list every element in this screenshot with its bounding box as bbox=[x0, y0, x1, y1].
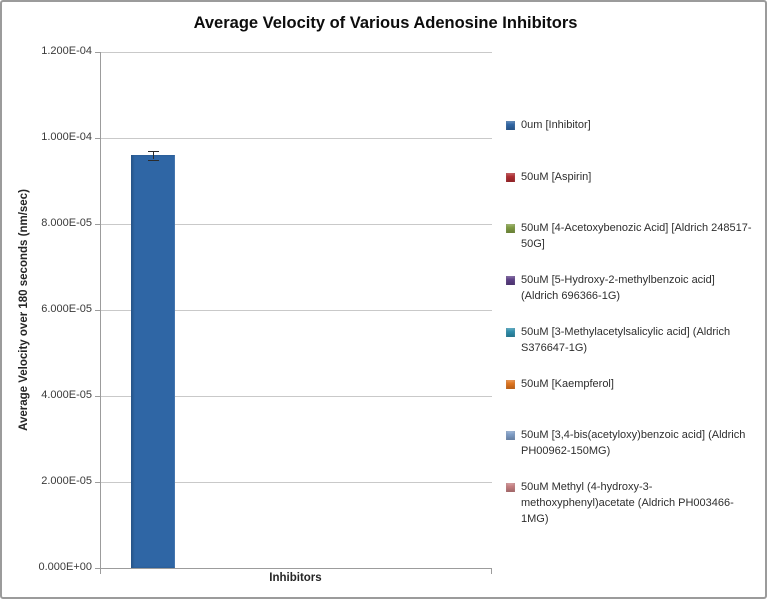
y-tick-label: 2.000E-05 bbox=[41, 475, 92, 487]
gridline bbox=[101, 568, 492, 569]
gridline bbox=[101, 224, 492, 225]
x-axis-tick bbox=[100, 568, 101, 574]
y-tick-label: 1.200E-04 bbox=[41, 45, 92, 57]
gridline bbox=[101, 52, 492, 53]
y-tick-label: 6.000E-05 bbox=[41, 303, 92, 315]
y-tick-label: 4.000E-05 bbox=[41, 389, 92, 401]
gridline bbox=[101, 310, 492, 311]
legend-label: 50uM [5-Hydroxy-2-methylbenzoic acid] (A… bbox=[521, 274, 715, 302]
legend-swatch-icon bbox=[506, 380, 515, 389]
x-axis-tick bbox=[491, 568, 492, 574]
legend-label: 50uM [4-Acetoxybenozic Acid] [Aldrich 24… bbox=[521, 222, 752, 250]
y-axis-tickmark bbox=[95, 396, 101, 397]
legend-item[interactable]: 50uM [5-Hydroxy-2-methylbenzoic acid] (A… bbox=[506, 273, 755, 305]
legend-swatch-icon bbox=[506, 276, 515, 285]
gridline bbox=[101, 482, 492, 483]
y-axis-tickmark bbox=[95, 224, 101, 225]
bar-0um-inhibitor[interactable] bbox=[131, 155, 175, 568]
legend-item[interactable]: 50uM [4-Acetoxybenozic Acid] [Aldrich 24… bbox=[506, 221, 755, 253]
legend-label: 0um [Inhibitor] bbox=[521, 119, 591, 131]
legend-item[interactable]: 0um [Inhibitor] bbox=[506, 118, 755, 134]
y-tick-label: 0.000E+00 bbox=[38, 561, 92, 573]
legend-label: 50uM [3-Methylacetylsalicylic acid] (Ald… bbox=[521, 326, 731, 354]
legend: 0um [Inhibitor] 50uM [Aspirin] 50uM [4-Ace… bbox=[506, 2, 758, 601]
y-axis-tickmark bbox=[95, 482, 101, 483]
chart-title: Average Velocity of Various Adenosine In… bbox=[193, 14, 578, 32]
gridline bbox=[101, 138, 492, 139]
y-tick-label: 1.000E-04 bbox=[41, 131, 92, 143]
legend-label: 50uM [Kaempferol] bbox=[521, 378, 614, 390]
plot-area bbox=[95, 52, 492, 574]
error-bar-cap-top bbox=[147, 150, 159, 153]
error-bar-cap-bottom bbox=[147, 159, 159, 162]
x-axis-title: Inhibitors bbox=[269, 572, 322, 584]
legend-swatch-icon bbox=[506, 121, 515, 130]
legend-swatch-icon bbox=[506, 328, 515, 337]
error-bar-whisker bbox=[153, 150, 155, 160]
legend-item[interactable]: 50uM Methyl (4-hydroxy-3-methoxyphenyl)a… bbox=[506, 480, 755, 528]
legend-item[interactable]: 50uM [3,4-bis(acetyloxy)benzoic acid] (A… bbox=[506, 428, 755, 460]
legend-label: 50uM Methyl (4-hydroxy-3-methoxyphenyl)a… bbox=[521, 481, 734, 525]
y-tick-label: 8.000E-05 bbox=[41, 217, 92, 229]
legend-item[interactable]: 50uM [Kaempferol] bbox=[506, 377, 755, 393]
legend-label: 50uM [3,4-bis(acetyloxy)benzoic acid] (A… bbox=[521, 429, 746, 457]
legend-item[interactable]: 50uM [Aspirin] bbox=[506, 170, 755, 186]
y-axis-tickmark bbox=[95, 568, 101, 569]
y-axis-tickmark bbox=[95, 310, 101, 311]
legend-item[interactable]: 50uM [3-Methylacetylsalicylic acid] (Ald… bbox=[506, 325, 755, 357]
legend-swatch-icon bbox=[506, 224, 515, 233]
legend-swatch-icon bbox=[506, 173, 515, 182]
gridline bbox=[101, 396, 492, 397]
legend-label: 50uM [Aspirin] bbox=[521, 171, 592, 183]
y-axis-tickmark bbox=[95, 52, 101, 53]
legend-swatch-icon bbox=[506, 483, 515, 492]
y-axis-tickmark bbox=[95, 138, 101, 139]
legend-swatch-icon bbox=[506, 431, 515, 440]
